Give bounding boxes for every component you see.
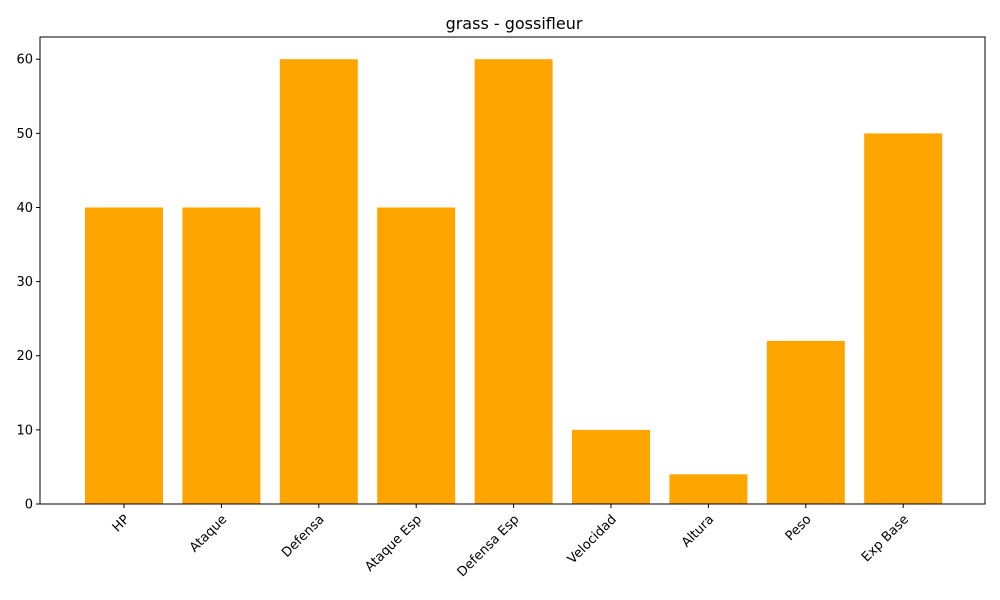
x-axis: HP Ataque Defensa Ataque Esp Defensa Esp Velo… bbox=[110, 504, 912, 580]
y-tick-label: 20 bbox=[16, 349, 33, 364]
bars-group bbox=[85, 59, 943, 504]
bar-defensa bbox=[279, 59, 358, 504]
x-tick-label: Defensa Esp bbox=[455, 512, 523, 580]
y-axis: 0 10 20 30 40 50 60 bbox=[16, 53, 40, 513]
bar-ataque-esp bbox=[377, 207, 456, 504]
bar-altura bbox=[669, 474, 748, 504]
y-tick-label: 10 bbox=[16, 423, 33, 438]
bar-hp bbox=[85, 207, 163, 504]
y-tick-label: 30 bbox=[16, 275, 33, 290]
x-tick-label: Altura bbox=[679, 512, 717, 550]
x-tick-label: Velocidad bbox=[565, 512, 620, 567]
x-tick-label: Defensa bbox=[279, 512, 327, 560]
bar-velocidad bbox=[572, 429, 650, 504]
x-tick-label: Ataque Esp bbox=[362, 512, 425, 575]
y-tick-label: 50 bbox=[16, 127, 33, 142]
bar-exp-base bbox=[864, 133, 943, 504]
y-tick-label: 0 bbox=[25, 498, 33, 513]
x-tick-label: Ataque bbox=[187, 512, 230, 555]
y-tick-label: 40 bbox=[16, 201, 33, 216]
x-tick-label: HP bbox=[110, 512, 133, 535]
bar-ataque bbox=[182, 207, 261, 504]
bar-defensa-esp bbox=[474, 59, 553, 504]
x-tick-label: Exp Base bbox=[859, 512, 912, 565]
chart-title: grass - gossifleur bbox=[446, 14, 583, 33]
plot-frame bbox=[39, 36, 986, 505]
y-tick-label: 60 bbox=[16, 53, 33, 68]
x-tick-label: Peso bbox=[783, 512, 815, 544]
bar-peso bbox=[766, 340, 845, 504]
